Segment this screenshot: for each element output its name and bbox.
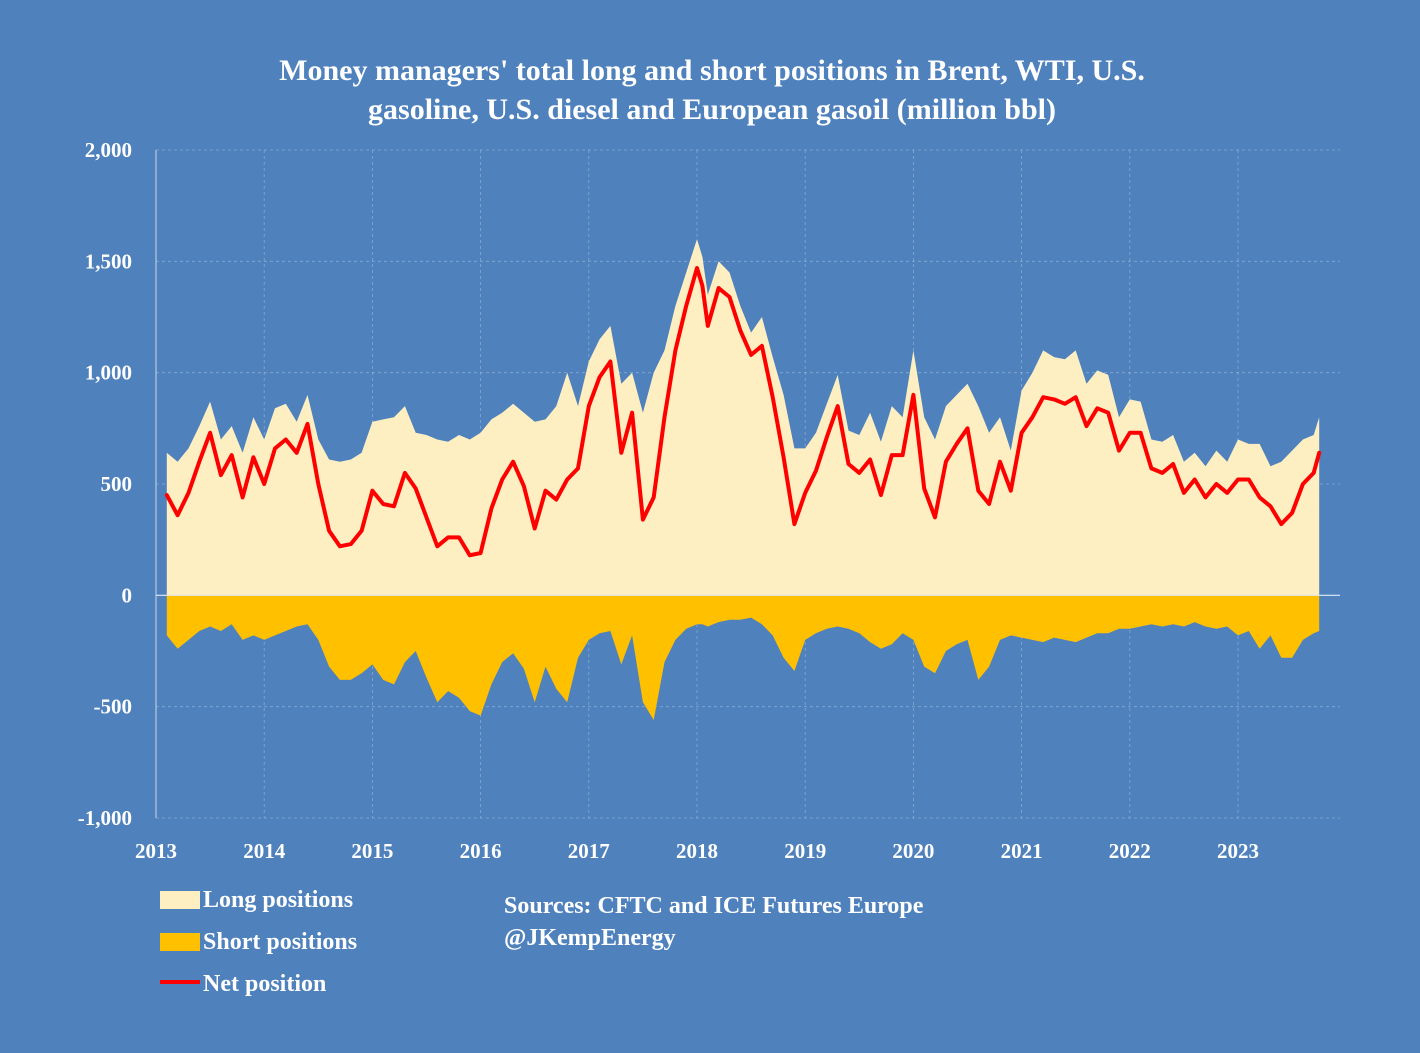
- legend-label-long: Long positions: [203, 887, 353, 913]
- author-handle: @JKempEnergy: [504, 925, 676, 951]
- x-tick-label: 2018: [676, 839, 718, 863]
- legend-swatch-short: [160, 933, 200, 951]
- x-tick-label: 2017: [568, 839, 610, 863]
- x-tick-label: 2014: [243, 839, 286, 863]
- x-tick-label: 2016: [460, 839, 502, 863]
- x-tick-label: 2023: [1217, 839, 1259, 863]
- legend-label-net: Net position: [203, 971, 326, 997]
- y-tick-label: 2,000: [85, 138, 132, 162]
- y-tick-label: 500: [101, 472, 133, 496]
- chart-title-line-1: Money managers' total long and short pos…: [279, 54, 1145, 87]
- legend: Long positions Short positions Net posit…: [160, 887, 357, 997]
- x-tick-label: 2021: [1001, 839, 1043, 863]
- area-layer: [166, 239, 1320, 720]
- x-tick-label: 2015: [351, 839, 393, 863]
- source-annotation: Sources: CFTC and ICE Futures Europe: [504, 893, 924, 919]
- legend-swatch-long: [160, 891, 200, 909]
- x-tick-label: 2019: [784, 839, 826, 863]
- y-tick-label: -1,000: [78, 806, 132, 830]
- short-positions-area: [166, 595, 1320, 720]
- line-layer: [164, 266, 1322, 558]
- y-tick-label: 1,000: [85, 361, 132, 385]
- axis-layer: [155, 150, 1340, 818]
- x-tick-label: 2022: [1109, 839, 1151, 863]
- y-tick-label: 1,500: [85, 249, 132, 273]
- net-position-line: [164, 266, 1322, 558]
- x-tick-label: 2020: [892, 839, 934, 863]
- x-tick-label: 2013: [135, 839, 177, 863]
- chart-title-line-2: gasoline, U.S. diesel and European gasoi…: [368, 93, 1056, 126]
- legend-label-short: Short positions: [203, 929, 357, 955]
- y-tick-label: -500: [94, 695, 133, 719]
- y-tick-label: 0: [122, 583, 133, 607]
- long-positions-area: [166, 239, 1320, 596]
